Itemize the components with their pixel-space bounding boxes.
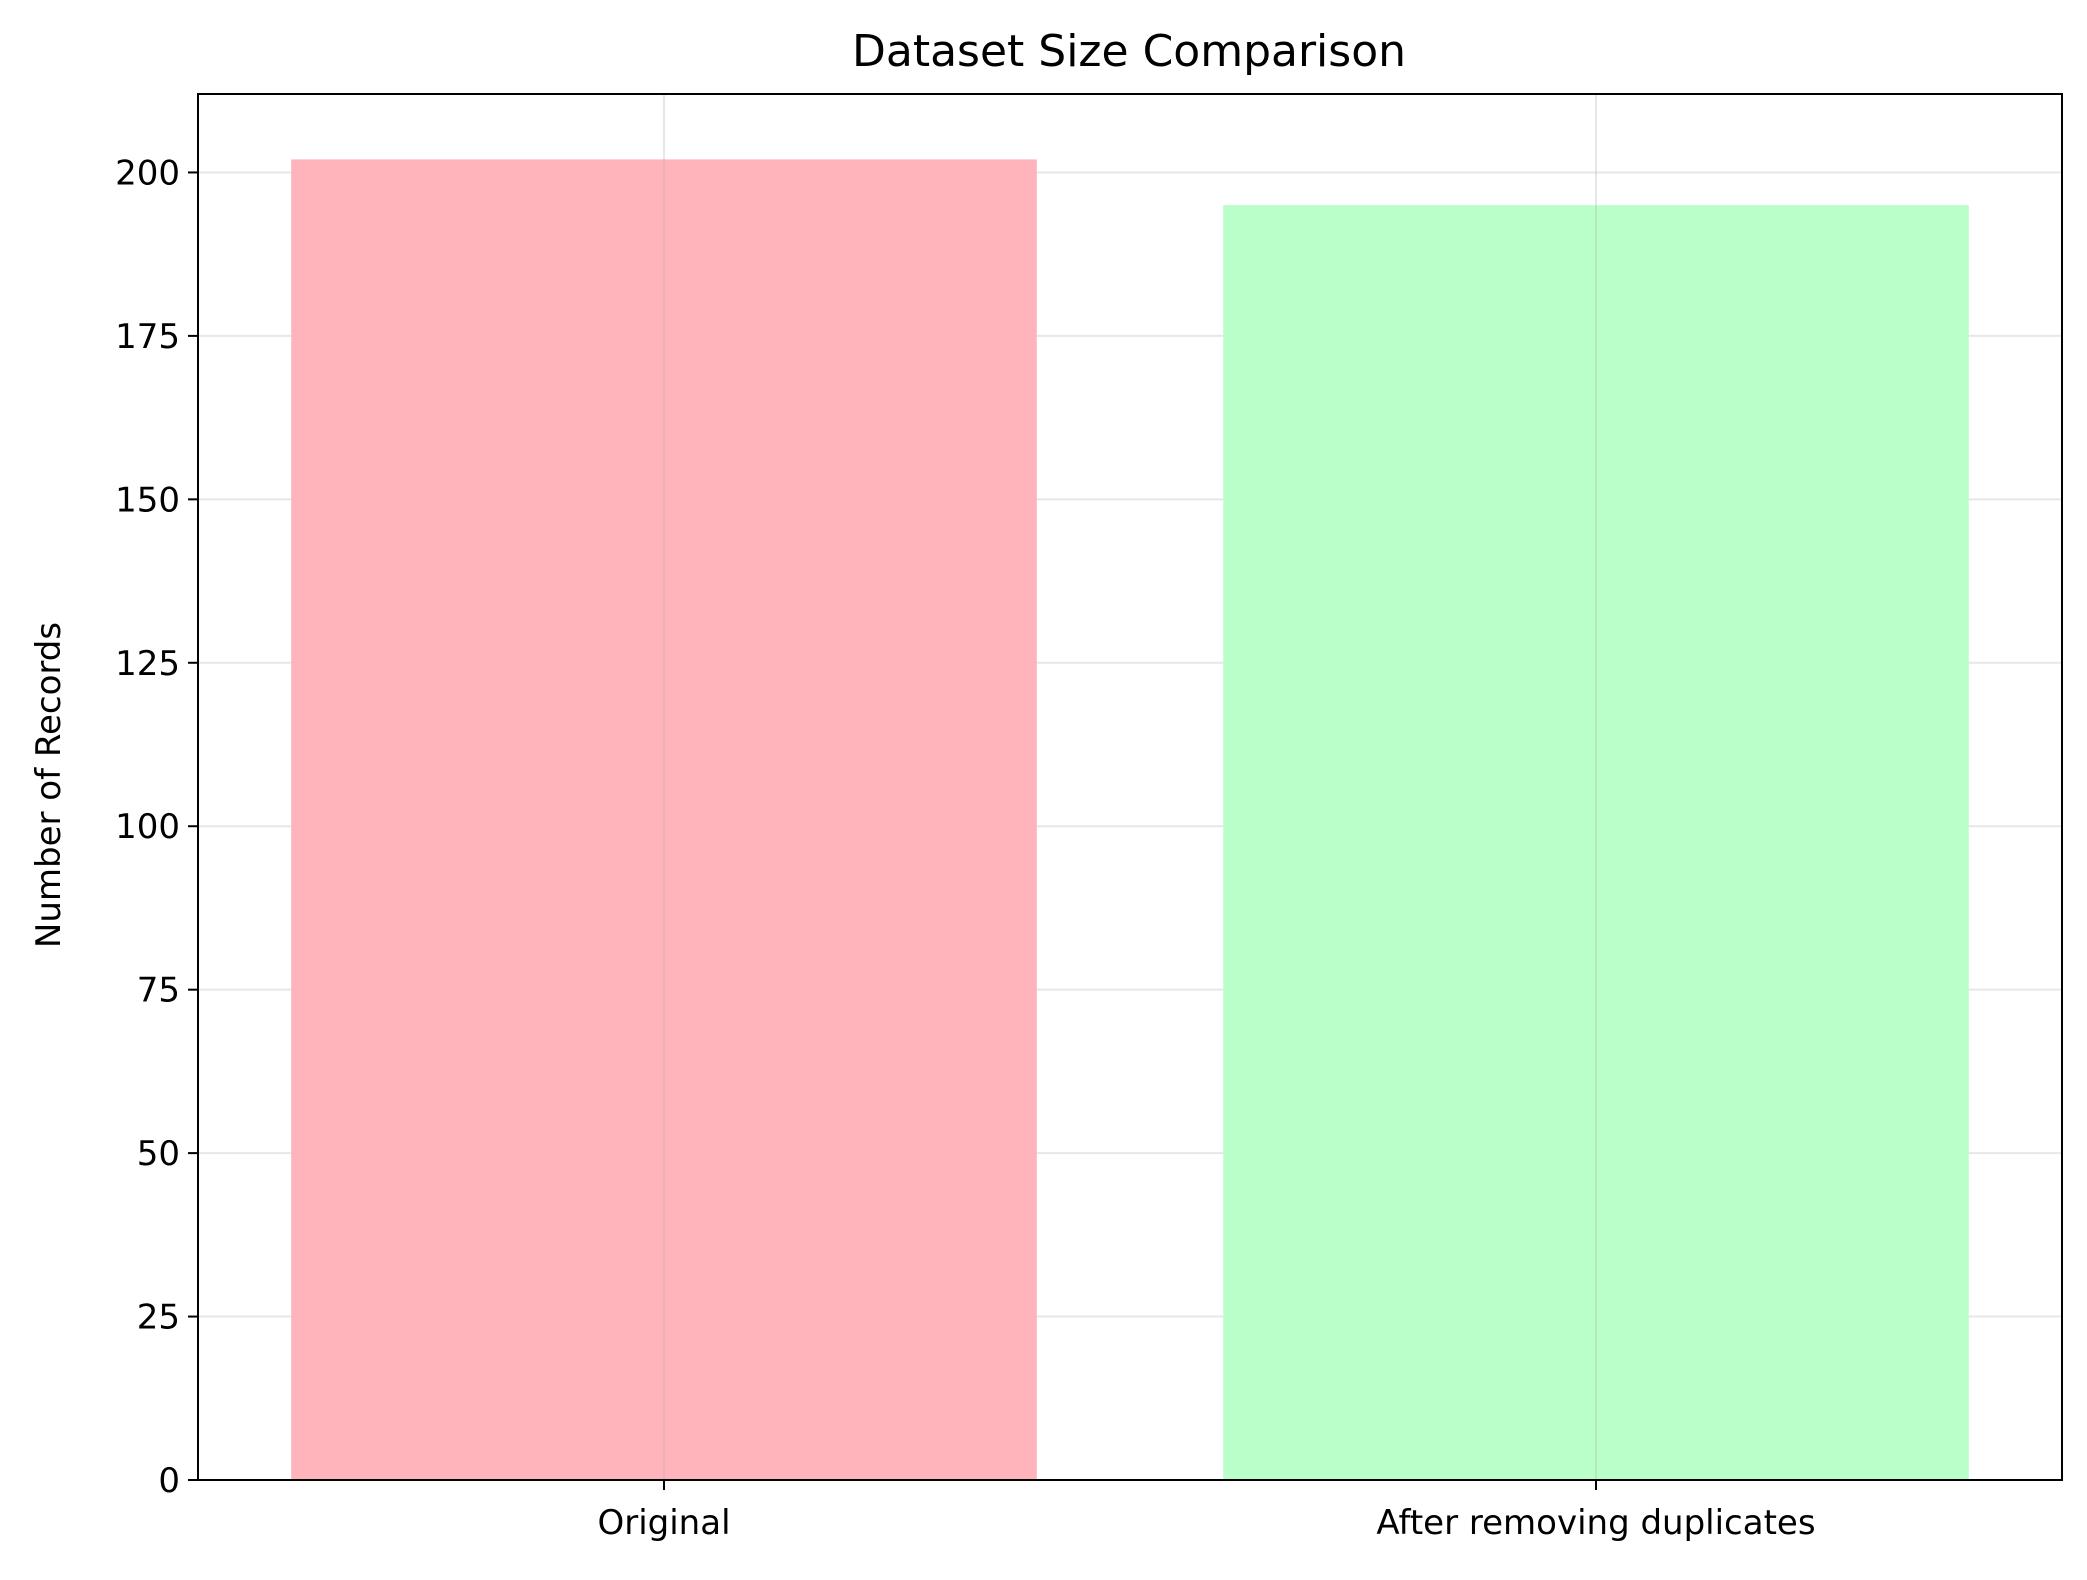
vertical-grid-lines	[663, 94, 1597, 1480]
y-tick-label-5: 125	[115, 644, 180, 684]
y-tick-label-3: 75	[137, 971, 180, 1011]
y-tick-label-2: 50	[137, 1134, 180, 1174]
y-tick-label-4: 100	[115, 807, 180, 847]
bar-1	[1223, 205, 1969, 1481]
y-tick-label-7: 175	[115, 317, 180, 357]
y-tick-label-8: 200	[115, 153, 180, 193]
y-tick-label-0: 0	[158, 1461, 180, 1501]
y-tick-label-6: 150	[115, 480, 180, 520]
bar-0	[291, 159, 1037, 1481]
plot-frame	[197, 93, 2063, 1481]
y-axis-label: Number of Records	[29, 622, 69, 948]
x-tick-label-0: Original	[597, 1503, 730, 1543]
chart-title: Dataset Size Comparison	[852, 26, 1406, 77]
y-tick-label-1: 25	[137, 1298, 180, 1338]
bars	[291, 159, 1969, 1481]
axis-ticks: 0 25 50 75 100 125 150 175 200 Original After remo…	[115, 153, 1815, 1543]
x-tick-label-1: After removing duplicates	[1376, 1503, 1815, 1543]
